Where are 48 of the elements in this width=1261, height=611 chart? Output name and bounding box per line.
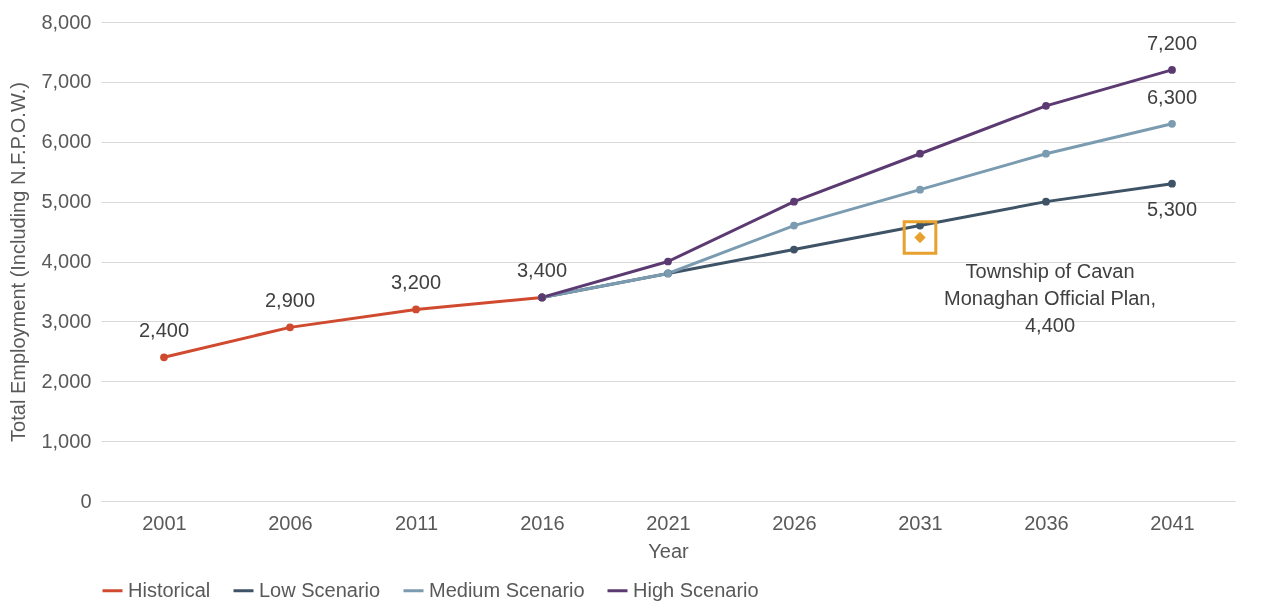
point: [1168, 119, 1176, 128]
legend-label: Low Scenario: [259, 578, 381, 601]
legend-label: Medium Scenario: [429, 578, 585, 601]
point: [902, 220, 938, 255]
point: [1168, 179, 1176, 188]
x-tick-label: 2041: [1150, 511, 1195, 534]
x-tick-label: 2021: [646, 511, 691, 534]
data-label: 7,200: [1146, 31, 1198, 54]
x-tick-label: 2031: [898, 511, 943, 534]
x-tick-label: 2016: [520, 511, 565, 534]
annotation: Township of Cavan Monaghan Official Plan, 4,400: [944, 259, 1156, 336]
y-tick-label: 8,000: [41, 10, 92, 33]
point: [1168, 66, 1176, 74]
y-tick-label: 1,000: [41, 429, 92, 452]
y-tick-label: 4,000: [41, 250, 92, 272]
point: [790, 221, 798, 230]
point: [1042, 197, 1050, 206]
y-tick-label: 6,000: [41, 130, 92, 153]
x-tick-label: 2036: [1024, 511, 1069, 534]
y-axis-title: Total Employment (Including N.F.P.O.W.): [7, 82, 30, 442]
y-tick-label: 0: [80, 489, 92, 512]
legend-label: Historical: [128, 578, 211, 601]
data-label: 6,300: [1146, 85, 1198, 108]
point: [916, 149, 924, 158]
point: [790, 197, 798, 206]
point: [1042, 149, 1050, 158]
point: [790, 245, 798, 254]
x-axis-title: Year: [648, 539, 690, 562]
y-tick-label: 3,000: [41, 309, 92, 332]
y-tick-label: 5,000: [41, 190, 92, 213]
point: [286, 323, 294, 332]
data-label: 3,400: [516, 259, 568, 282]
data-label: 5,300: [1146, 197, 1198, 220]
point: [664, 257, 672, 266]
y-tick-label: 7,000: [41, 70, 92, 93]
point: [160, 353, 168, 362]
data-label: 2,900: [264, 289, 316, 312]
x-tick-label: 2011: [394, 511, 439, 534]
legend-label: High Scenario: [633, 578, 759, 601]
y-tick-label: 2,000: [41, 369, 92, 392]
x-tick-label: 2026: [772, 511, 817, 534]
point: [916, 185, 924, 194]
x-tick-label: 2001: [142, 511, 187, 534]
x-tick-label: 2006: [268, 511, 313, 534]
point: [1042, 101, 1050, 110]
data-label: 3,200: [390, 271, 442, 294]
point: [412, 305, 420, 314]
data-label: 2,400: [138, 319, 190, 342]
